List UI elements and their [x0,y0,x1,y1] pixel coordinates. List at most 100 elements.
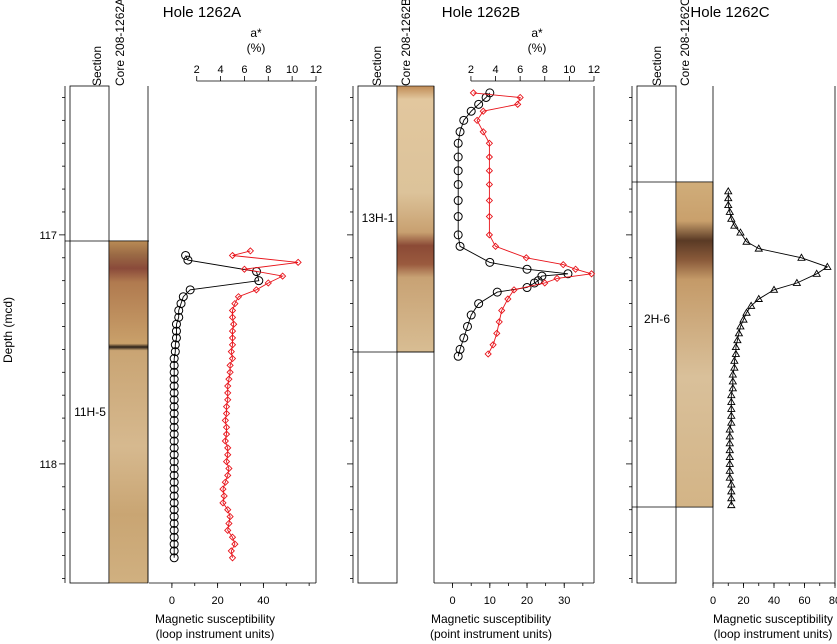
astar-point [228,327,237,335]
astar-point [221,437,229,445]
ms-point [174,305,184,315]
astar-unit-b: (%) [528,41,547,55]
astar-point [230,320,238,328]
ms-point [746,301,756,309]
section-label-c: 2H-6 [644,312,670,326]
x-top-tick-label: 2 [468,64,474,76]
ms-point [169,381,179,391]
astar-point [484,350,492,358]
astar-point [228,341,237,349]
x-tick-label: 40 [768,595,780,607]
ms-point [485,257,495,267]
ms-point [725,207,735,215]
ms-point [169,374,179,384]
ms-point [169,491,179,501]
ms-point [169,546,179,556]
ms-point [734,328,744,337]
core-header-a-line: Core 208-1262A-11H [113,0,127,86]
ms-point [453,212,463,222]
ms-point [183,255,193,265]
ms-point [181,250,191,260]
ms-point [169,505,179,515]
ms-point [754,244,764,252]
astar-point [219,499,227,507]
x-top-tick-label: 10 [563,64,575,76]
astar-point [221,416,229,425]
ms-point [169,539,179,549]
ms-point [727,500,736,509]
astar-unit-a: (%) [247,41,266,55]
astar-point [224,389,232,397]
astar-line [222,250,299,558]
astar-point [553,274,561,283]
astar-point [516,93,524,102]
astar-point [224,506,232,514]
core-photo-c [675,181,714,508]
astar-point [485,139,494,147]
astar-point [222,403,231,411]
ms-point [481,92,491,102]
ms-point [492,287,502,297]
ms-point [178,292,188,302]
core-header-b: Core 208-1262B-13H [399,0,413,86]
x-top-tick-label: 12 [310,64,322,76]
astar-point [514,100,522,108]
astar-point [493,329,501,337]
ms-point [727,418,736,426]
ms-point [725,473,735,481]
ms-point [171,333,181,343]
astar-point [522,254,530,262]
astar-point [495,318,503,326]
ms-point [170,347,180,357]
ms-point [169,518,179,528]
ms-point [169,422,179,432]
ms-point [453,166,463,176]
astar-point [227,348,235,356]
xlabel-c-line1: Magnetic susceptibility [713,612,833,626]
depth-axis-b [347,86,354,583]
ms-point [169,457,179,467]
depth-tick-label: 118 [39,459,57,471]
ms-point [185,285,195,295]
ms-point [169,402,179,412]
ms-point [169,512,179,522]
astar-point [294,258,302,266]
title-hole-c: Hole 1262C [690,4,769,21]
plot-hole-a: 0 20 40 2 4 6 8 10 12 [149,64,322,607]
astar-point [491,242,500,250]
astar-point [587,270,596,278]
x-tick-label: 20 [521,595,533,607]
xlabel-c-line2: (loop instrument units) [714,627,833,641]
astar-point [479,128,487,136]
astar-point [228,313,237,321]
ms-point [728,383,738,392]
ms-point [455,344,465,354]
ms-point [169,415,179,425]
ms-point [466,106,476,116]
xlabel-b-line1: Magnetic susceptibility [431,612,551,626]
ms-point [453,152,463,162]
ms-point [169,532,179,542]
core-header-c: Core 208-1262C-2H [678,0,692,86]
ms-point [455,241,465,251]
core-photo-b [396,85,435,353]
ms-point [529,278,539,288]
ms-point [169,498,179,508]
ms-point [727,214,736,222]
astar-point [224,451,232,459]
ms-point [453,230,463,240]
astar-point [473,116,481,124]
ms-point [453,138,463,148]
astar-point [226,368,234,376]
x-tick-label: 20 [737,595,749,607]
ms-point [169,553,179,563]
x-tick-label: 10 [484,595,496,607]
astar-point [485,196,494,205]
x-tick-label: 0 [450,595,456,607]
depth-tick-label: 117 [39,230,57,242]
x-top-tick-label: 8 [542,64,548,76]
ms-point [474,99,484,109]
astar-point [485,180,494,189]
section-header-c: Section [650,46,664,86]
astar-point [224,382,232,390]
